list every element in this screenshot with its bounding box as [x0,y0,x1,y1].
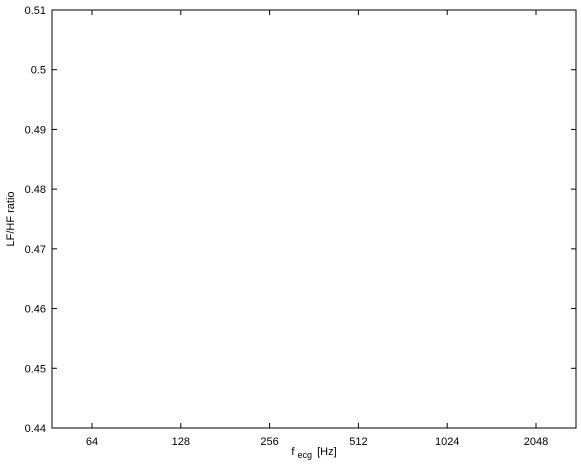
y-tick-label: 0.47 [25,244,46,256]
x-tick-label: 128 [172,436,190,448]
x-tick-label: 256 [260,436,278,448]
y-tick-label: 0.48 [25,184,46,196]
y-tick-label: 0.49 [25,124,46,136]
y-axis-label: LF/HF ratio [5,191,17,246]
x-tick-label: 64 [86,436,98,448]
x-tick-label: 1024 [435,436,459,448]
x-axis-label-main: f [291,446,295,458]
x-tick-label: 2048 [524,436,548,448]
plot-frame [51,9,577,429]
y-tick-label: 0.46 [25,304,46,316]
y-tick-label: 0.45 [25,363,46,375]
x-tick-label: 512 [349,436,367,448]
y-tick-label: 0.5 [31,65,46,77]
axes: 0.44 0.45 0.46 0.47 0.48 0.49 0.5 0.51 64 128 256 5… [25,5,577,448]
x-axis-label-suffix: [Hz] [317,446,337,458]
x-axis-label: f ecg [Hz] [291,446,336,461]
y-tick-label: 0.51 [25,5,46,17]
y-tick-label: 0.44 [25,423,46,435]
x-axis-label-subscript: ecg [297,450,312,460]
